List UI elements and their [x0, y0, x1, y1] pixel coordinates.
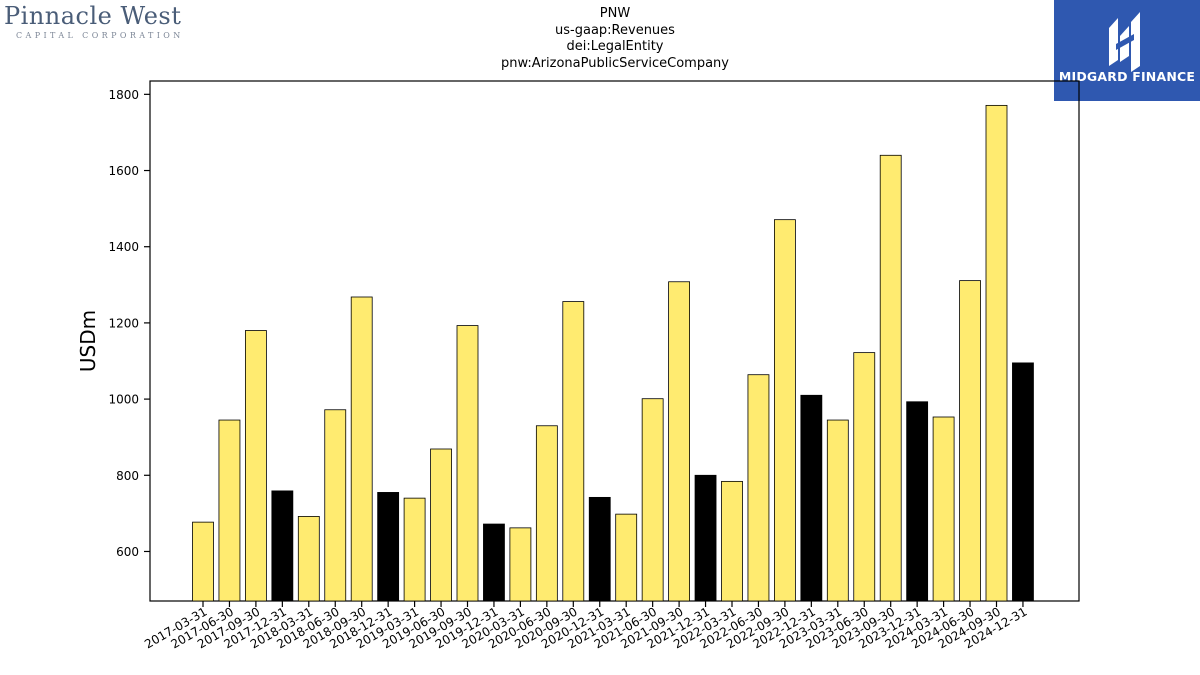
bar-2020-12-31	[588, 496, 611, 602]
bar-2023-09-30	[879, 154, 902, 602]
logo-tagline: CAPITAL CORPORATION	[16, 31, 184, 40]
bar-2021-09-30	[668, 281, 690, 602]
bar-2022-06-30	[747, 374, 770, 602]
pinnacle-west-logo: Pinnacle West CAPITAL CORPORATION	[4, 2, 194, 42]
bar-2021-12-31	[694, 474, 717, 602]
bar-2024-06-30	[959, 280, 981, 602]
bar-2020-06-30	[535, 425, 558, 602]
chart-title: PNW us-gaap:Revenues dei:LegalEntity pnw…	[415, 6, 815, 72]
logo-wordmark: Pinnacle West	[4, 2, 182, 30]
y-axis-label: USDm	[76, 310, 100, 372]
bar-2018-06-30	[324, 409, 347, 602]
y-tick-label-1600: 1600	[108, 164, 139, 178]
bar-2019-12-31	[483, 523, 505, 602]
bar-2020-09-30	[562, 301, 585, 602]
bar-2022-03-31	[721, 480, 743, 602]
plot-frame	[149, 80, 1080, 602]
bar-2017-12-31	[271, 490, 294, 602]
chart-title-line-4: pnw:ArizonaPublicServiceCompany	[501, 55, 729, 71]
bar-2018-09-30	[350, 296, 373, 602]
bar-2023-06-30	[853, 352, 876, 602]
chart-title-line-1: PNW	[599, 6, 631, 21]
y-tick-label-1200: 1200	[108, 316, 139, 330]
midgard-finance-logo: MIDGARD FINANCE	[1054, 0, 1200, 101]
y-tick-label-600: 600	[116, 545, 139, 559]
bar-2022-12-31	[800, 394, 823, 602]
bar-2024-03-31	[932, 416, 955, 602]
bar-2021-06-30	[641, 398, 664, 602]
bar-2017-06-30	[218, 419, 241, 602]
bar-2017-09-30	[244, 330, 267, 602]
y-axis: 600 800 1000 1200 1400 1600 1800	[108, 88, 150, 559]
chart-title-line-3: dei:LegalEntity	[566, 39, 664, 54]
bar-2019-09-30	[456, 325, 479, 602]
y-tick-label-1800: 1800	[108, 88, 139, 102]
y-tick-label-1000: 1000	[108, 393, 139, 407]
chart-title-line-2: us-gaap:Revenues	[555, 22, 675, 38]
y-tick-label-1400: 1400	[108, 240, 139, 254]
bar-2022-09-30	[774, 219, 796, 602]
bar-2018-03-31	[297, 516, 320, 602]
y-tick-label-800: 800	[116, 469, 139, 483]
bar-2024-12-31	[1012, 362, 1034, 602]
brand-name: MIDGARD FINANCE	[1058, 69, 1196, 84]
midgard-logo-icon	[1109, 12, 1140, 72]
bar-2019-06-30	[430, 448, 452, 602]
bar-2023-03-31	[826, 419, 849, 602]
bar-2019-03-31	[403, 497, 426, 602]
bar-2018-12-31	[377, 492, 400, 602]
bar-2023-12-31	[906, 401, 929, 602]
bars-group	[192, 104, 1034, 602]
bar-2020-03-31	[509, 527, 532, 602]
bar-2017-03-31	[192, 521, 214, 602]
bar-2024-09-30	[985, 104, 1008, 602]
x-axis: 2017-03-312017-06-302017-09-302017-12-31…	[142, 601, 1029, 651]
bar-2021-03-31	[615, 513, 638, 602]
